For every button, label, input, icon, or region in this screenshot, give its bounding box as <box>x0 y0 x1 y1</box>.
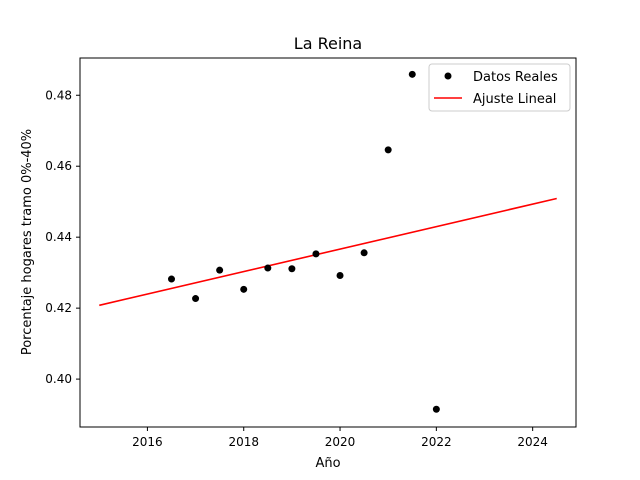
legend-label-datos-reales: Datos Reales <box>473 70 558 85</box>
data-point <box>167 275 175 283</box>
fit-line-ajuste-lineal <box>99 197 557 307</box>
x-tick-label: 2022 <box>421 435 452 449</box>
data-point <box>432 405 440 413</box>
x-tick-label: 2024 <box>517 435 548 449</box>
legend-label-ajuste-lineal: Ajuste Lineal <box>473 92 556 107</box>
y-tick-label: 0.40 <box>45 372 72 386</box>
data-point <box>192 295 200 303</box>
x-tick-label: 2018 <box>228 435 259 449</box>
plot-area <box>99 70 557 413</box>
x-tick-label: 2016 <box>132 435 163 449</box>
data-point <box>216 266 224 274</box>
data-point <box>336 271 344 279</box>
y-tick-label: 0.42 <box>45 301 72 315</box>
legend-marker-datos-reales <box>444 72 452 80</box>
chart-title: La Reina <box>294 34 362 53</box>
y-axis-ticks: 0.40 0.42 0.44 0.46 0.48 <box>45 88 80 386</box>
legend-box <box>428 63 571 112</box>
data-point <box>264 264 272 272</box>
data-point <box>384 146 392 154</box>
data-point <box>312 250 320 258</box>
data-point <box>408 70 416 78</box>
legend: Datos Reales Ajuste Lineal <box>428 63 571 112</box>
y-tick-label: 0.46 <box>45 159 72 173</box>
y-axis-label: Porcentaje hogares tramo 0%-40% <box>20 129 35 355</box>
y-tick-label: 0.44 <box>45 230 72 244</box>
y-tick-label: 0.48 <box>45 88 72 102</box>
x-axis-label: Año <box>315 456 340 471</box>
axes-frame <box>79 57 577 428</box>
x-tick-label: 2020 <box>325 435 356 449</box>
data-point <box>288 265 296 273</box>
data-point <box>360 249 368 257</box>
x-axis-ticks: 2016 2018 2020 2022 2024 <box>132 427 548 449</box>
data-point <box>240 285 248 293</box>
